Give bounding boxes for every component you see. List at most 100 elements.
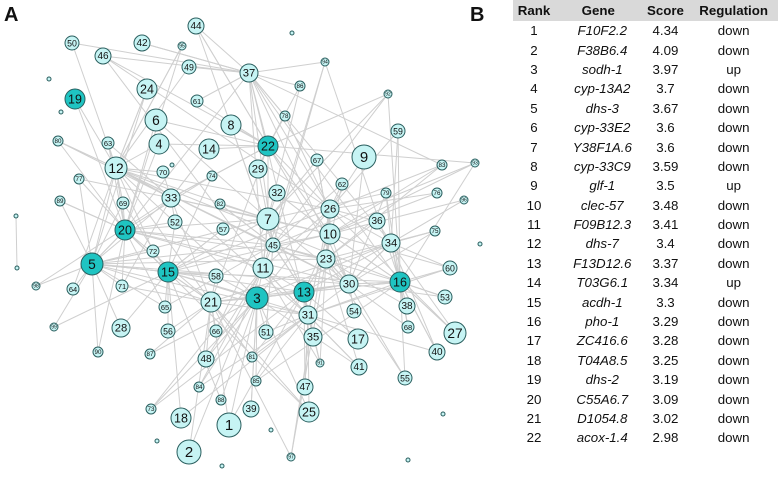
node-circle — [431, 187, 443, 199]
network-node-3: 3 — [245, 286, 269, 310]
gene-cell: T04A8.5 — [577, 352, 628, 368]
network-edge — [170, 145, 269, 199]
header-gene: Gene — [554, 0, 642, 21]
regulation-cell: down — [717, 139, 750, 155]
network-edge — [167, 228, 224, 273]
node-circle — [335, 177, 349, 191]
regulation-cell: down — [717, 430, 750, 446]
node-label: 27 — [447, 326, 462, 341]
network-edge — [198, 314, 309, 388]
node-circle — [265, 237, 281, 253]
node-circle — [442, 260, 458, 276]
network-edge — [195, 25, 274, 246]
network-node-58: 58 — [208, 268, 224, 284]
network-node-98: 98 — [31, 281, 41, 291]
network-edge — [262, 61, 326, 269]
gene-cell: glf-1 — [589, 178, 616, 194]
node-label: 46 — [97, 51, 109, 62]
table-row: 20 C55A6.7 3.09 down — [513, 389, 778, 408]
node-label: 99 — [51, 325, 57, 331]
network-edge — [115, 88, 148, 169]
score-cell: 3.67 — [652, 100, 679, 116]
unlabeled-node — [58, 109, 64, 115]
network-node-47: 47 — [296, 378, 314, 396]
node-label: 93 — [472, 161, 478, 167]
node-label: 11 — [257, 262, 270, 276]
network-nodes: 1234567891011121314151617181920212223242… — [13, 17, 483, 469]
node-label: 69 — [119, 199, 127, 208]
network-node-9: 9 — [351, 144, 377, 170]
header-regulation: Regulation — [689, 0, 778, 21]
node-circle — [316, 249, 336, 269]
network-edge — [325, 164, 443, 260]
network-edge — [307, 267, 451, 316]
network-node-1: 1 — [216, 412, 242, 438]
node-label: 65 — [161, 303, 169, 312]
node-circle — [209, 324, 223, 338]
node-circle — [346, 303, 362, 319]
network-edge — [267, 93, 389, 220]
node-circle — [52, 135, 64, 147]
node-circle — [242, 400, 260, 418]
node-label: 38 — [401, 301, 413, 312]
node-circle — [214, 198, 226, 210]
node-label: 2 — [185, 444, 193, 461]
table-row: 1 F10F2.2 4.34 down — [513, 21, 778, 40]
rank-cell: 7 — [530, 139, 538, 155]
rank-cell: 6 — [530, 120, 538, 136]
score-cell: 3.34 — [652, 275, 679, 291]
network-node-66: 66 — [209, 324, 223, 338]
node-label: 49 — [184, 63, 194, 73]
network-edge — [91, 263, 122, 329]
node-circle — [193, 381, 205, 393]
network-node-90: 90 — [92, 346, 104, 358]
network-node-74: 74 — [206, 170, 218, 182]
gene-cell: F13D12.6 — [573, 255, 632, 271]
network-node-13: 13 — [293, 281, 315, 303]
network-node-31: 31 — [298, 305, 318, 325]
regulation-cell: down — [717, 120, 750, 136]
node-circle — [66, 282, 80, 296]
network-node-42: 42 — [133, 34, 151, 52]
node-circle — [216, 222, 230, 236]
gene-cell: dhs-3 — [585, 100, 619, 116]
node-circle — [181, 59, 197, 75]
node-label: 92 — [385, 92, 391, 98]
network-node-89: 89 — [54, 195, 66, 207]
network-node-73: 73 — [145, 403, 157, 415]
node-circle — [429, 225, 441, 237]
network-edge — [307, 314, 438, 353]
network-node-84: 84 — [193, 381, 205, 393]
rank-cell: 21 — [526, 411, 542, 426]
network-node-57: 57 — [216, 222, 230, 236]
network-edge — [196, 72, 250, 102]
network-node-60: 60 — [442, 260, 458, 276]
table-row: 14 T03G6.1 3.34 up — [513, 273, 778, 292]
gene-cell: C55A6.7 — [576, 391, 629, 407]
table-row: 9 glf-1 3.5 up — [513, 176, 778, 195]
network-node-65: 65 — [158, 300, 172, 314]
node-circle — [116, 196, 130, 210]
node-label: 28 — [115, 323, 128, 335]
node-circle — [187, 17, 205, 35]
table-row: 17 ZC416.6 3.28 down — [513, 331, 778, 350]
node-circle — [298, 305, 318, 325]
node-label: 7 — [264, 212, 272, 227]
rank-cell: 13 — [526, 255, 542, 271]
node-label: 83 — [439, 162, 446, 169]
network-edge — [91, 263, 212, 303]
rank-cell: 12 — [526, 236, 542, 252]
node-label: 26 — [324, 204, 337, 216]
node-label: 64 — [69, 285, 77, 294]
gene-cell: T03G6.1 — [576, 275, 629, 291]
network-edges — [15, 25, 476, 458]
unlabeled-node — [13, 213, 19, 219]
header-rank: Rank — [513, 0, 555, 21]
network-edge — [91, 167, 117, 265]
network-edge — [124, 229, 274, 246]
table-row: 13 F13D12.6 3.37 down — [513, 254, 778, 273]
node-label: 19 — [68, 93, 82, 107]
network-node-71: 71 — [115, 279, 129, 293]
score-cell: 3.29 — [652, 314, 679, 330]
node-circle — [104, 156, 128, 180]
